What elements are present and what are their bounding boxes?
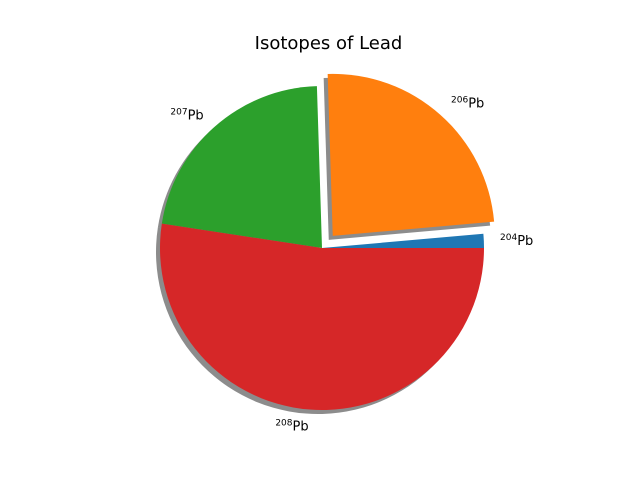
- pie-slice-207: [161, 86, 322, 248]
- pie-label-208: 208Pb: [275, 419, 308, 435]
- isotope-element-symbol: Pb: [468, 97, 484, 112]
- isotope-mass-number: 206: [451, 96, 468, 106]
- pie-slices: [160, 73, 495, 411]
- isotope-mass-number: 207: [170, 108, 187, 118]
- pie-label-206: 206Pb: [451, 96, 484, 112]
- pie-label-204: 204Pb: [500, 233, 533, 249]
- pie-slice-208: [160, 223, 485, 411]
- pie-label-207: 207Pb: [170, 108, 203, 124]
- isotope-mass-number: 208: [275, 419, 292, 429]
- pie-slice-204: [322, 233, 484, 248]
- isotope-mass-number: 204: [500, 233, 517, 243]
- isotope-element-symbol: Pb: [188, 109, 204, 124]
- pie-slice-206: [327, 73, 495, 236]
- isotope-element-symbol: Pb: [293, 420, 309, 435]
- chart-title: Isotopes of Lead: [255, 33, 403, 54]
- isotope-element-symbol: Pb: [517, 234, 533, 249]
